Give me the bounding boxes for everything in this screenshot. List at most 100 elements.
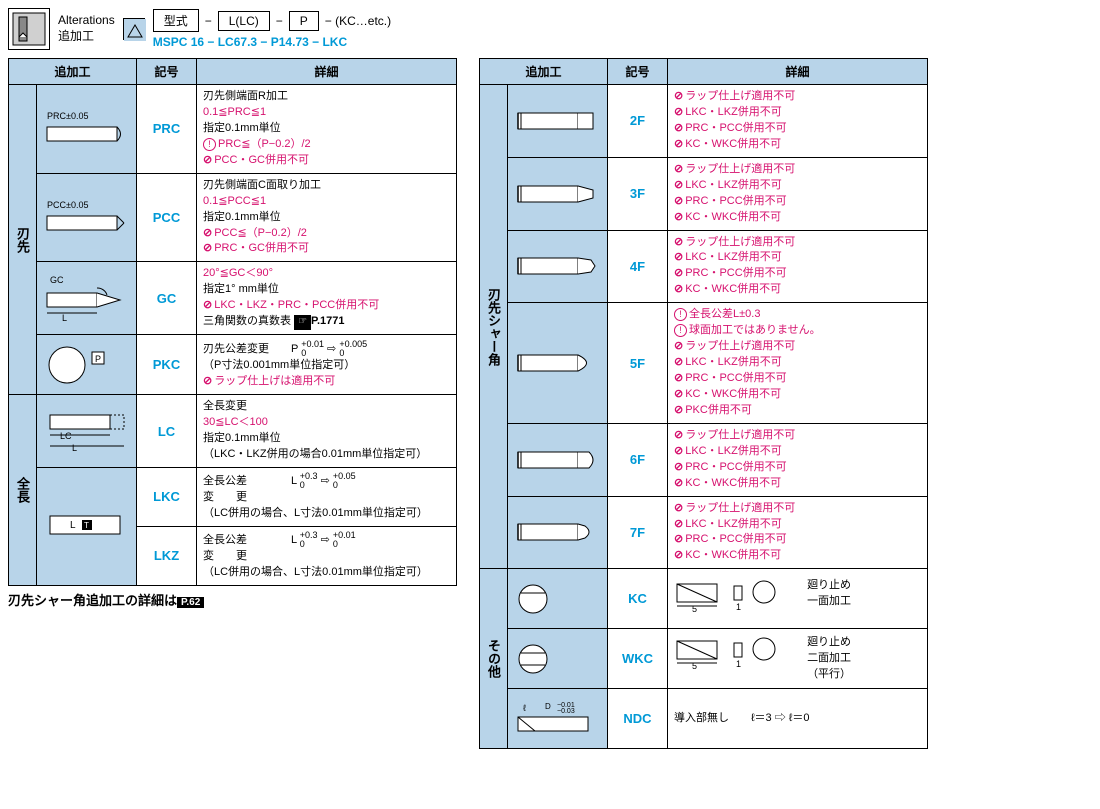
svg-text:T: T [84, 521, 89, 530]
detail-line: LKC・LKZ併用不可 [674, 250, 921, 266]
detail-line: 刃先公差変更 P +0.010 ⇨ +0.0050 [203, 340, 450, 358]
diagram-cell [508, 569, 608, 629]
detail-line: KC・WKC併用不可 [674, 548, 921, 564]
diagram-cell [508, 85, 608, 158]
diagram-cell [508, 230, 608, 303]
symbol-cell: 5F [608, 303, 668, 424]
detail-line: 全長公差 L +0.30 ⇨ +0.050変 更 [203, 472, 450, 506]
col-symbol: 記号 [137, 59, 197, 85]
category-cell: 刃先 [9, 85, 37, 395]
detail-line: ラップ仕上げ適用不可 [674, 235, 921, 251]
table-row: 3F ラップ仕上げ適用不可LKC・LKZ併用不可PRC・PCC併用不可KC・WK… [480, 157, 928, 230]
diagram-cell: PCC±0.05 [37, 173, 137, 262]
detail-line: 全長公差L±0.3 [674, 307, 921, 323]
svg-text:PCC±0.05: PCC±0.05 [47, 200, 88, 210]
detail-line: PCC≦（P−0.2）/2 [203, 226, 450, 242]
table-row: 全長LCL LC 全長変更30≦LC＜100指定0.1mm単位（LKC・LKZ併… [9, 395, 457, 468]
format-l: L(LC) [218, 11, 270, 31]
detail-line: 30≦LC＜100 [203, 415, 450, 431]
category-cell: 全長 [9, 395, 37, 586]
header: Alterations 追加工 型式 − L(LC) − P − (KC…etc… [8, 8, 1092, 50]
detail-cell: 刃先側端面C面取り加工0.1≦PCC≦1指定0.1mm単位PCC≦（P−0.2）… [197, 173, 457, 262]
detail-cell: 全長公差L±0.3球面加工ではありません。ラップ仕上げ適用不可LKC・LKZ併用… [668, 303, 928, 424]
detail-line: PRC・GC併用不可 [203, 241, 450, 257]
table-row: 刃先PRC±0.05 PRC 刃先側端面R加工0.1≦PRC≦1指定0.1mm単… [9, 85, 457, 174]
col-symbol: 記号 [608, 59, 668, 85]
header-row: 追加工 記号 詳細 [480, 59, 928, 85]
detail-cell: 51 廻り止め 二面加工 （平行） [668, 629, 928, 689]
detail-line: PRC・PCC併用不可 [674, 532, 921, 548]
detail-line: ラップ仕上げ適用不可 [674, 501, 921, 517]
detail-line: LKC・LKZ・PRC・PCC併用不可 [203, 298, 450, 314]
detail-line: LKC・LKZ併用不可 [674, 517, 921, 533]
table-row: 6F ラップ仕上げ適用不可LKC・LKZ併用不可PRC・PCC併用不可KC・WK… [480, 423, 928, 496]
svg-text:P: P [95, 354, 101, 364]
symbol-cell: 2F [608, 85, 668, 158]
detail-cell: 刃先側端面R加工0.1≦PRC≦1指定0.1mm単位PRC≦（P−0.2）/2P… [197, 85, 457, 174]
footer-note: 刃先シャー角追加工の詳細はP.62 [8, 590, 457, 609]
detail-line: 指定0.1mm単位 [203, 431, 450, 447]
table-row: 5F 全長公差L±0.3球面加工ではありません。ラップ仕上げ適用不可LKC・LK… [480, 303, 928, 424]
symbol-cell: PCC [137, 173, 197, 262]
detail-line: 三角関数の真数表 ☞P.1771 [203, 314, 450, 330]
symbol-cell: LKZ [137, 526, 197, 585]
detail-cell: 全長公差 L +0.30 ⇨ +0.010変 更（LC併用の場合、L寸法0.01… [197, 526, 457, 585]
detail-line: PRC≦（P−0.2）/2 [203, 137, 450, 153]
detail-line: LKC・LKZ併用不可 [674, 444, 921, 460]
table-row: LT LKC 全長公差 L +0.30 ⇨ +0.050変 更（LC併用の場合、… [9, 467, 457, 526]
header-title: Alterations 追加工 [58, 13, 115, 44]
table-row: P PKC 刃先公差変更 P +0.010 ⇨ +0.0050（P寸法0.001… [9, 335, 457, 395]
detail-cell: ラップ仕上げ適用不可LKC・LKZ併用不可PRC・PCC併用不可KC・WKC併用… [668, 85, 928, 158]
diagram-cell [508, 157, 608, 230]
symbol-cell: KC [608, 569, 668, 629]
table-row: 7F ラップ仕上げ適用不可LKC・LKZ併用不可PRC・PCC併用不可KC・WK… [480, 496, 928, 569]
svg-text:L: L [62, 313, 67, 323]
diagram-cell [508, 496, 608, 569]
table-row: 4F ラップ仕上げ適用不可LKC・LKZ併用不可PRC・PCC併用不可KC・WK… [480, 230, 928, 303]
format-trailing: − (KC…etc.) [325, 14, 391, 28]
detail-line: 刃先側端面R加工 [203, 89, 450, 105]
detail-line: KC・WKC併用不可 [674, 210, 921, 226]
detail-line: 全長公差 L +0.30 ⇨ +0.010変 更 [203, 531, 450, 565]
detail-line: PRC・PCC併用不可 [674, 121, 921, 137]
col-cat: 追加工 [480, 59, 608, 85]
detail-line: （LC併用の場合、L寸法0.01mm単位指定可） [203, 565, 450, 581]
detail-line: 指定0.1mm単位 [203, 121, 450, 137]
left-block: 追加工 記号 詳細 刃先PRC±0.05 PRC 刃先側端面R加工0.1≦PRC… [8, 58, 457, 609]
detail-cell: 刃先公差変更 P +0.010 ⇨ +0.0050（P寸法0.001mm単位指定… [197, 335, 457, 395]
category-cell: その他 [480, 569, 508, 749]
svg-text:L: L [72, 443, 77, 453]
title-jp: 追加工 [58, 29, 115, 45]
detail-cell: ラップ仕上げ適用不可LKC・LKZ併用不可PRC・PCC併用不可KC・WKC併用… [668, 496, 928, 569]
detail-line: KC・WKC併用不可 [674, 282, 921, 298]
detail-line: 0.1≦PRC≦1 [203, 105, 450, 121]
diagram-cell: GC L [37, 262, 137, 335]
detail-line: 指定1° mm単位 [203, 282, 450, 298]
detail-line: 指定0.1mm単位 [203, 210, 450, 226]
detail-line: ラップ仕上げ適用不可 [674, 162, 921, 178]
detail-cell: 20°≦GC＜90°指定1° mm単位LKC・LKZ・PRC・PCC併用不可三角… [197, 262, 457, 335]
svg-text:L: L [70, 520, 76, 531]
detail-cell: 全長公差 L +0.30 ⇨ +0.050変 更（LC併用の場合、L寸法0.01… [197, 467, 457, 526]
detail-line: KC・WKC併用不可 [674, 387, 921, 403]
detail-line: （LC併用の場合、L寸法0.01mm単位指定可） [203, 506, 450, 522]
table-row: その他 KC 51 廻り止め 一面加工 [480, 569, 928, 629]
symbol-cell: WKC [608, 629, 668, 689]
detail-line: ラップ仕上げ適用不可 [674, 428, 921, 444]
diagram-cell: P [37, 335, 137, 395]
col-detail: 詳細 [197, 59, 457, 85]
detail-line: PRC・PCC併用不可 [674, 460, 921, 476]
symbol-cell: 7F [608, 496, 668, 569]
detail-cell: 全長変更30≦LC＜100指定0.1mm単位（LKC・LKZ併用の場合0.01m… [197, 395, 457, 468]
symbol-cell: 3F [608, 157, 668, 230]
svg-text:GC: GC [50, 275, 64, 285]
svg-text:1: 1 [736, 659, 741, 669]
detail-line: PRC・PCC併用不可 [674, 266, 921, 282]
header-row: 追加工 記号 詳細 [9, 59, 457, 85]
diagram-cell [508, 423, 608, 496]
diagram-cell: LT [37, 467, 137, 585]
table-row: WKC 51 廻り止め 二面加工 （平行） [480, 629, 928, 689]
symbol-cell: LKC [137, 467, 197, 526]
footer-ref: P.62 [177, 597, 204, 608]
svg-text:LC: LC [60, 431, 72, 441]
